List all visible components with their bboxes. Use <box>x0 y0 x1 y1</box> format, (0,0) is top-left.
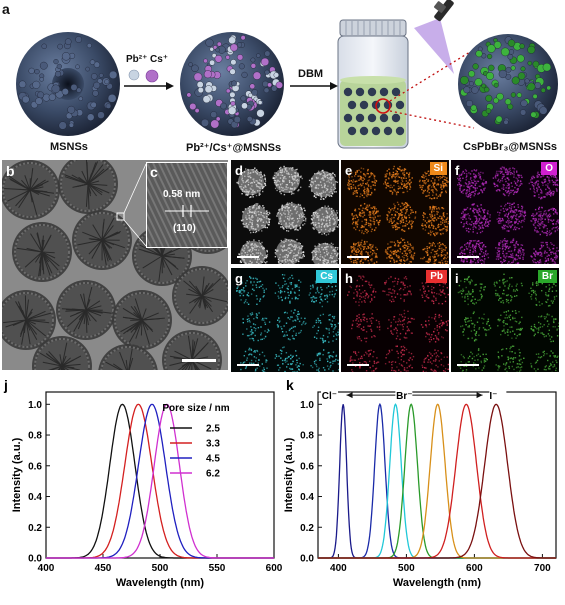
map-label-d: d <box>235 163 243 178</box>
legend-entry: 3.3 <box>206 439 220 450</box>
panel-c-label: c <box>150 164 158 180</box>
x-tick-label: 700 <box>534 563 551 574</box>
x-tick-label: 450 <box>95 563 112 574</box>
label-msns: MSNSs <box>50 141 88 153</box>
plot-frame <box>317 391 557 559</box>
anion-label: Cl⁻ <box>322 391 337 402</box>
scale-bar-d <box>237 256 259 258</box>
uv-beam <box>414 18 454 74</box>
scale-bar-h <box>347 364 369 366</box>
d-spacing-label: 0.58 nm <box>163 189 201 200</box>
y-tick-label: 0.4 <box>300 492 314 503</box>
series-line-peak-407 <box>318 404 556 559</box>
panel-b-label: b <box>6 163 15 179</box>
scale-bar-b <box>182 359 216 362</box>
label-pb-ion: Pb²⁺ <box>126 54 148 65</box>
series-line-peak-588 <box>318 403 556 559</box>
y-tick-label: 1.0 <box>28 400 42 411</box>
series-line-peak-546 <box>318 403 556 559</box>
x-tick-label: 500 <box>398 563 415 574</box>
pb-ion-icon <box>128 69 140 81</box>
label-cspbbr3-msns: CsPbBr₃@MSNSs <box>463 141 558 153</box>
anion-label: Br⁻ <box>396 391 412 402</box>
eds-map-g: g Cs <box>231 268 339 372</box>
x-tick-label: 400 <box>330 563 347 574</box>
x-tick-label: 400 <box>38 563 55 574</box>
x-axis-label: Wavelength (nm) <box>393 577 482 589</box>
panel-k-label: k <box>286 377 294 393</box>
x-tick-label: 550 <box>209 563 226 574</box>
y-tick-label: 0.8 <box>300 431 314 442</box>
eds-map-h: h Pb <box>341 268 449 372</box>
pb-cs-msns-sphere <box>180 32 284 136</box>
element-tag-f: O <box>541 162 557 175</box>
map-label-f: f <box>455 163 460 178</box>
map-label-e: e <box>345 163 353 178</box>
hrtem-inset: c 0.58 nm (110) <box>146 162 228 248</box>
element-tag-h: Pb <box>426 270 447 283</box>
map-label-h: h <box>345 271 353 286</box>
anion-label: I⁻ <box>489 391 497 402</box>
y-tick-label: 0.8 <box>28 431 42 442</box>
vial-icon <box>337 19 409 149</box>
highlight-circle <box>375 98 391 114</box>
scale-bar-i <box>457 364 479 366</box>
x-tick-label: 600 <box>266 563 282 574</box>
series-line-peak-484 <box>318 403 556 559</box>
y-tick-label: 0.2 <box>300 523 314 534</box>
y-tick-label: 1.0 <box>300 400 314 411</box>
label-dbm: DBM <box>298 68 324 80</box>
eds-map-e: e Si <box>341 160 449 264</box>
eds-map-i: i Br <box>451 268 559 372</box>
y-tick-label: 0.0 <box>300 554 314 565</box>
flashlight-icon <box>434 0 454 22</box>
schematic-panel-a <box>16 0 558 149</box>
element-tag-i: Br <box>537 270 557 283</box>
dotted-connector-2 <box>389 110 475 129</box>
element-tag-g: Cs <box>316 270 337 283</box>
panel-j-label: j <box>3 377 8 393</box>
tem-image: b c 0.58 nm (110) <box>2 160 228 370</box>
label-cs-ion: Cs⁺ <box>150 54 169 65</box>
x-tick-label: 500 <box>152 563 169 574</box>
chart-k: 400 500 600 700 0.0 0.2 0.4 0.6 0.8 1.0 Wavelength… <box>283 377 557 589</box>
label-pb-cs-msns: Pb²⁺/Cs⁺@MSNSs <box>186 142 282 154</box>
panel-a-label: a <box>2 1 10 17</box>
y-tick-label: 0.6 <box>28 461 42 472</box>
plane-label: (110) <box>173 223 196 234</box>
map-label-i: i <box>455 271 459 286</box>
scale-bar-f <box>457 256 479 258</box>
y-tick-label: 0.6 <box>300 461 314 472</box>
legend-title: Pore size / nm <box>162 403 229 414</box>
series-line-peak-632 <box>318 403 556 559</box>
cspbbr3-msns-sphere <box>458 34 558 134</box>
scale-bar-g <box>237 364 259 366</box>
chart-j: 400 450 500 550 600 0.0 0.2 0.4 0.6 0.8 1.0 Wavelen… <box>3 377 282 589</box>
y-tick-label: 0.2 <box>28 523 42 534</box>
legend-entry: 4.5 <box>206 454 220 465</box>
x-axis-label: Wavelength (nm) <box>116 577 205 589</box>
msns-sphere <box>16 32 120 136</box>
series-line-peak-461 <box>318 402 556 559</box>
legend-entry: 2.5 <box>206 424 220 435</box>
scale-bar-e <box>347 256 369 258</box>
series-line-6.2 <box>46 403 274 559</box>
legend-entry: 6.2 <box>206 469 220 480</box>
dotted-connector-1 <box>389 51 471 102</box>
x-tick-label: 600 <box>466 563 483 574</box>
y-tick-label: 0.4 <box>28 492 42 503</box>
map-label-g: g <box>235 271 243 286</box>
y-axis-label: Intensity (a.u.) <box>11 437 23 512</box>
series-line-peak-507 <box>318 403 556 559</box>
plot-frame <box>45 391 275 559</box>
y-axis-label: Intensity (a.u.) <box>283 437 295 512</box>
y-tick-label: 0.0 <box>28 554 42 565</box>
cs-ion-icon <box>145 69 159 83</box>
eds-map-d: d <box>231 160 339 264</box>
element-tag-e: Si <box>429 162 447 175</box>
